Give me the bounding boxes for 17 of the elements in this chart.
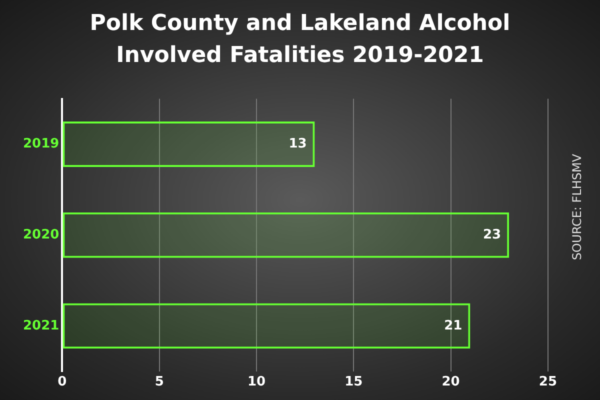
chart-title: Polk County and Lakeland Alcohol Involved Fatalities 2019-2021 <box>88 10 512 70</box>
x-tick-label: 15 <box>344 374 363 390</box>
y-tick-label: 2019 <box>22 136 60 152</box>
y-tick-label: 2021 <box>22 318 60 334</box>
x-tick-label: 25 <box>538 374 557 390</box>
data-label: 21 <box>444 318 462 334</box>
x-tick-label: 0 <box>58 374 67 390</box>
source-note: SOURCE: FLHSMV <box>570 152 584 262</box>
bar <box>62 303 470 349</box>
x-tick-label: 5 <box>154 374 164 390</box>
bar <box>62 212 510 258</box>
x-tick-label: 10 <box>247 374 266 390</box>
x-tick-label: 20 <box>442 374 460 390</box>
y-tick-label: 2020 <box>22 227 60 242</box>
data-label: 23 <box>483 227 502 242</box>
bar <box>62 122 315 167</box>
data-label: 13 <box>288 136 307 152</box>
